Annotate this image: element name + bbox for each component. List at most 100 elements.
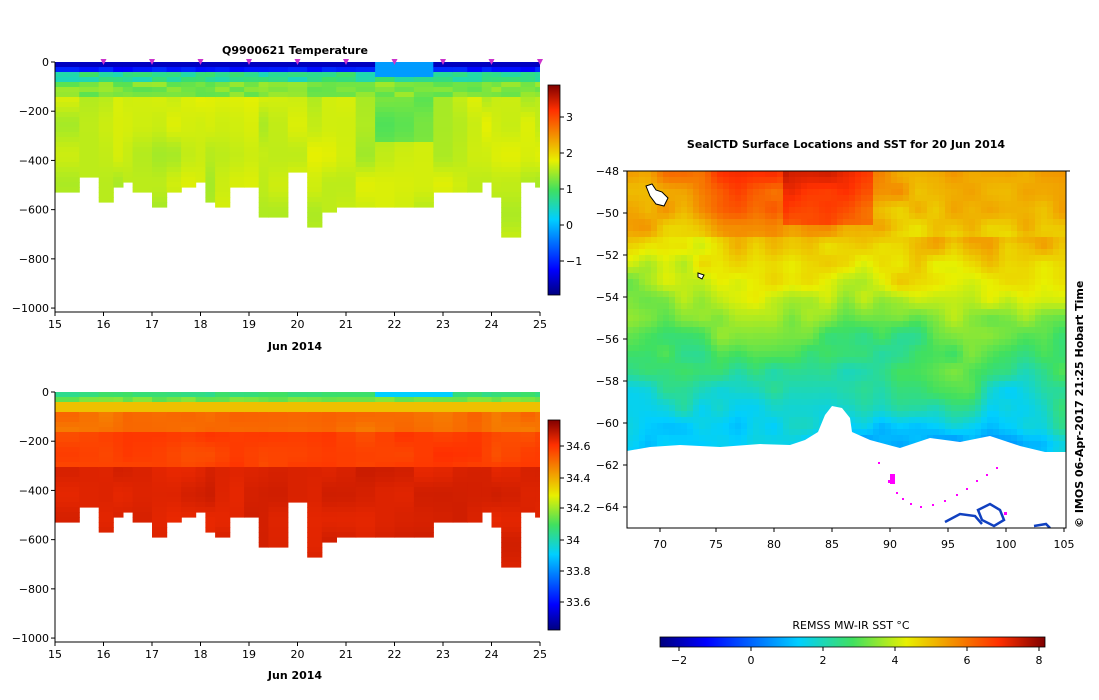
section-cell bbox=[452, 457, 468, 463]
sst-cell bbox=[627, 231, 634, 238]
section-cell bbox=[287, 402, 308, 408]
sst-cell bbox=[1029, 291, 1036, 298]
sst-cell bbox=[963, 399, 970, 406]
sst-cell bbox=[699, 255, 706, 262]
section-cell bbox=[152, 192, 168, 198]
sst-cell bbox=[1059, 219, 1066, 226]
sst-cell bbox=[795, 411, 802, 418]
sst-cell bbox=[933, 303, 940, 310]
sst-cell bbox=[717, 255, 724, 262]
sst-cell bbox=[927, 333, 934, 340]
sst-cell bbox=[819, 291, 826, 298]
section-cell bbox=[55, 177, 80, 183]
sst-cell bbox=[795, 189, 802, 196]
section-cell bbox=[268, 542, 289, 548]
section-cell bbox=[229, 92, 245, 98]
sst-cell bbox=[897, 171, 904, 178]
section-cell bbox=[307, 152, 323, 158]
sst-cell bbox=[669, 303, 676, 310]
sst-cell bbox=[825, 315, 832, 322]
section-cell bbox=[113, 167, 124, 173]
section-cell bbox=[79, 112, 100, 118]
sst-cell bbox=[789, 339, 796, 346]
sst-cell bbox=[933, 333, 940, 340]
sst-cell bbox=[705, 303, 712, 310]
section-cell bbox=[258, 512, 269, 518]
sst-cell bbox=[867, 369, 874, 376]
section-cell bbox=[244, 472, 260, 478]
section-cell bbox=[166, 142, 182, 148]
section-cell bbox=[258, 487, 269, 493]
sst-cell bbox=[837, 309, 844, 316]
section-cell bbox=[467, 97, 483, 103]
sst-cell bbox=[825, 321, 832, 328]
sst-cell bbox=[927, 345, 934, 352]
section-cell bbox=[481, 82, 493, 88]
section-cell bbox=[375, 97, 396, 103]
section-cell bbox=[113, 147, 124, 153]
sst-cell bbox=[933, 243, 940, 250]
sst-cell bbox=[771, 231, 778, 238]
sst-cell bbox=[735, 327, 742, 334]
sst-cell bbox=[915, 411, 922, 418]
sst-cell bbox=[807, 315, 814, 322]
section-cell bbox=[375, 172, 396, 178]
section-cell bbox=[355, 412, 376, 418]
sst-cell bbox=[1041, 303, 1048, 310]
section-cell bbox=[181, 72, 197, 78]
sst-cell bbox=[897, 333, 904, 340]
sst-cell bbox=[687, 357, 694, 364]
sst-cell bbox=[663, 411, 670, 418]
section-cell bbox=[215, 407, 231, 413]
sst-cell bbox=[855, 411, 862, 418]
sst-cell bbox=[663, 339, 670, 346]
section-cell bbox=[79, 62, 100, 68]
section-cell bbox=[268, 457, 289, 463]
sst-cell bbox=[1017, 237, 1024, 244]
section-cell bbox=[215, 147, 231, 153]
sst-cell bbox=[873, 201, 880, 208]
sst-cell bbox=[1047, 381, 1054, 388]
sst-cell bbox=[999, 279, 1006, 286]
sst-cell bbox=[897, 363, 904, 370]
section-cell bbox=[195, 107, 206, 113]
section-cell bbox=[79, 102, 100, 108]
sst-cell bbox=[741, 357, 748, 364]
sst-cell bbox=[807, 399, 814, 406]
sst-cell bbox=[963, 207, 970, 214]
sst-cell bbox=[921, 261, 928, 268]
sst-cell bbox=[771, 405, 778, 412]
sst-cell bbox=[1053, 399, 1060, 406]
sst-cell bbox=[801, 261, 808, 268]
sst-cell bbox=[1017, 327, 1024, 334]
section-cell bbox=[132, 177, 153, 183]
sst-cell bbox=[903, 231, 910, 238]
sst-cell bbox=[1053, 393, 1060, 400]
section-cell bbox=[268, 492, 289, 498]
section-cell bbox=[166, 512, 182, 518]
sst-cell bbox=[987, 333, 994, 340]
sst-cell bbox=[1047, 201, 1054, 208]
sst-cell bbox=[795, 213, 802, 220]
sst-cell bbox=[1017, 207, 1024, 214]
sst-cell bbox=[693, 231, 700, 238]
sst-cell bbox=[795, 171, 802, 178]
section-cell bbox=[215, 482, 231, 488]
sst-cell bbox=[801, 285, 808, 292]
sst-cell bbox=[1017, 255, 1024, 262]
sst-cell bbox=[777, 345, 784, 352]
sst-cell bbox=[699, 201, 706, 208]
sst-cell bbox=[831, 357, 838, 364]
section-cell bbox=[268, 527, 289, 533]
section-cell bbox=[195, 87, 206, 93]
sst-cell bbox=[1035, 339, 1042, 346]
sst-cell bbox=[1047, 369, 1054, 376]
sst-cell bbox=[915, 219, 922, 226]
sst-cell bbox=[819, 309, 826, 316]
sst-cell bbox=[933, 321, 940, 328]
sst-cell bbox=[657, 381, 664, 388]
sst-cell bbox=[693, 249, 700, 256]
section-cell bbox=[467, 467, 483, 473]
section-cell bbox=[535, 432, 540, 438]
section-cell bbox=[258, 152, 269, 158]
